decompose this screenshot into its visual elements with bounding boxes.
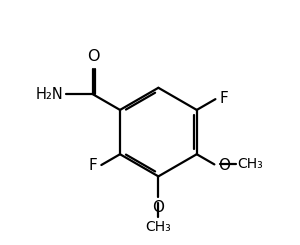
Text: H₂N: H₂N: [36, 87, 64, 102]
Text: O: O: [87, 49, 99, 64]
Text: CH₃: CH₃: [237, 157, 263, 171]
Text: O: O: [218, 158, 230, 173]
Text: F: F: [219, 91, 228, 106]
Text: O: O: [152, 200, 164, 215]
Text: CH₃: CH₃: [146, 220, 171, 234]
Text: F: F: [89, 158, 98, 172]
